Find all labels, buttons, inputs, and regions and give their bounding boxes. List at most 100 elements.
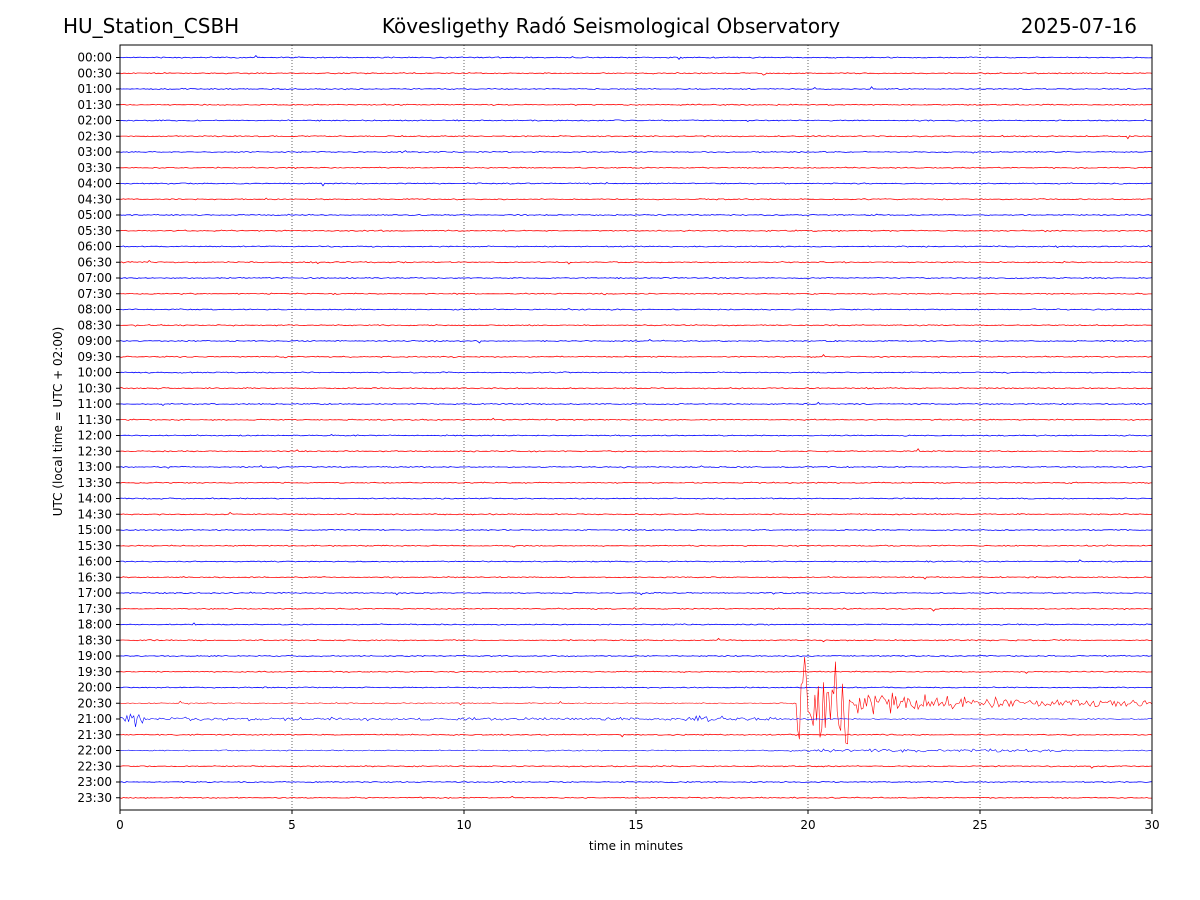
y-tick-label: 08:00 — [77, 303, 112, 317]
y-tick-label: 22:00 — [77, 744, 112, 758]
trace-2300 — [119, 780, 1153, 784]
trace-1730 — [119, 607, 1153, 612]
trace-0900 — [119, 339, 1153, 344]
y-tick-label: 21:00 — [77, 712, 112, 726]
y-tick-label: 02:30 — [77, 129, 112, 143]
y-tick-label: 18:30 — [77, 633, 112, 647]
trace-2030 — [119, 656, 1153, 745]
y-tick-label: 02:00 — [77, 114, 112, 128]
trace-1600 — [119, 559, 1153, 563]
x-tick-label: 15 — [628, 818, 643, 832]
trace-2330 — [119, 795, 1152, 799]
record-date: 2025-07-16 — [1020, 14, 1137, 38]
y-tick-label: 17:30 — [77, 602, 112, 616]
trace-1130 — [120, 417, 1153, 421]
trace-0200 — [119, 119, 1153, 122]
x-tick-label: 25 — [972, 818, 987, 832]
y-axis-label: UTC (local time = UTC + 02:00) — [51, 327, 65, 517]
y-tick-label: 23:00 — [77, 775, 112, 789]
trace-0230 — [119, 134, 1153, 140]
y-tick-label: 10:00 — [77, 366, 112, 380]
trace-0500 — [119, 213, 1153, 217]
trace-2230 — [119, 765, 1152, 769]
y-tick-label: 13:00 — [77, 460, 112, 474]
trace-1000 — [119, 371, 1153, 374]
trace-1230 — [119, 448, 1152, 453]
y-tick-label: 19:00 — [77, 649, 112, 663]
trace-1630 — [119, 576, 1153, 580]
trace-0030 — [119, 71, 1153, 76]
trace-1800 — [119, 622, 1153, 626]
y-tick-label: 05:30 — [77, 224, 112, 238]
trace-1930 — [120, 670, 1153, 674]
trace-0700 — [119, 276, 1153, 280]
y-tick-label: 20:30 — [77, 696, 112, 710]
y-tick-label: 15:00 — [77, 523, 112, 537]
trace-1900 — [119, 654, 1153, 658]
trace-1200 — [119, 434, 1153, 437]
trace-0830 — [120, 324, 1153, 327]
trace-0730 — [119, 292, 1152, 296]
x-tick-label: 20 — [800, 818, 815, 832]
trace-1300 — [119, 464, 1153, 469]
y-tick-label: 05:00 — [77, 208, 112, 222]
trace-2100 — [119, 713, 1153, 727]
y-tick-label: 01:00 — [77, 82, 112, 96]
y-tick-label: 03:30 — [77, 161, 112, 175]
y-tick-label: 01:30 — [77, 98, 112, 112]
y-tick-label: 22:30 — [77, 759, 112, 773]
trace-2000 — [119, 686, 1153, 689]
station-name: HU_Station_CSBH — [63, 14, 240, 38]
y-tick-label: 16:00 — [77, 555, 112, 569]
trace-1530 — [119, 544, 1153, 548]
y-tick-label: 15:30 — [77, 539, 112, 553]
y-tick-label: 12:30 — [77, 444, 112, 458]
y-tick-label: 07:00 — [77, 271, 112, 285]
x-tick-label: 5 — [288, 818, 296, 832]
y-tick-label: 00:30 — [77, 66, 112, 80]
y-tick-label: 04:00 — [77, 177, 112, 191]
observatory-title: Kövesligethy Radó Seismological Observat… — [381, 14, 841, 38]
trace-0100 — [119, 86, 1153, 91]
y-tick-label: 11:30 — [77, 413, 112, 427]
y-tick-label: 04:30 — [77, 192, 112, 206]
x-tick-label: 30 — [1144, 818, 1159, 832]
y-tick-label: 14:00 — [77, 492, 112, 506]
y-tick-label: 09:00 — [77, 334, 112, 348]
trace-1430 — [119, 511, 1153, 516]
trace-0000 — [119, 55, 1153, 61]
y-tick-label: 18:00 — [77, 618, 112, 632]
trace-1400 — [119, 497, 1153, 500]
y-tick-label: 19:30 — [77, 665, 112, 679]
y-tick-label: 03:00 — [77, 145, 112, 159]
y-tick-label: 21:30 — [77, 728, 112, 742]
trace-0130 — [119, 103, 1153, 106]
trace-0530 — [119, 229, 1153, 233]
y-tick-label: 16:30 — [77, 570, 112, 584]
y-tick-label: 13:30 — [77, 476, 112, 490]
seismic-traces — [119, 55, 1153, 799]
trace-0930 — [119, 353, 1153, 359]
x-tick-label: 10 — [456, 818, 471, 832]
trace-0800 — [119, 308, 1153, 311]
y-tick-label: 11:00 — [77, 397, 112, 411]
x-axis-label: time in minutes — [589, 839, 683, 853]
y-tick-label: 06:30 — [77, 255, 112, 269]
trace-0400 — [119, 182, 1153, 187]
y-tick-label: 06:00 — [77, 240, 112, 254]
y-tick-label: 10:30 — [77, 381, 112, 395]
trace-0430 — [119, 197, 1153, 201]
y-tick-label: 14:30 — [77, 507, 112, 521]
y-tick-label: 08:30 — [77, 318, 112, 332]
y-tick-label: 07:30 — [77, 287, 112, 301]
trace-1830 — [119, 637, 1153, 643]
y-tick-label: 20:00 — [77, 681, 112, 695]
y-tick-label: 09:30 — [77, 350, 112, 364]
trace-0300 — [119, 150, 1153, 154]
trace-1500 — [119, 528, 1153, 532]
trace-0600 — [119, 245, 1153, 248]
y-tick-label: 00:00 — [77, 51, 112, 65]
trace-1100 — [119, 401, 1153, 407]
